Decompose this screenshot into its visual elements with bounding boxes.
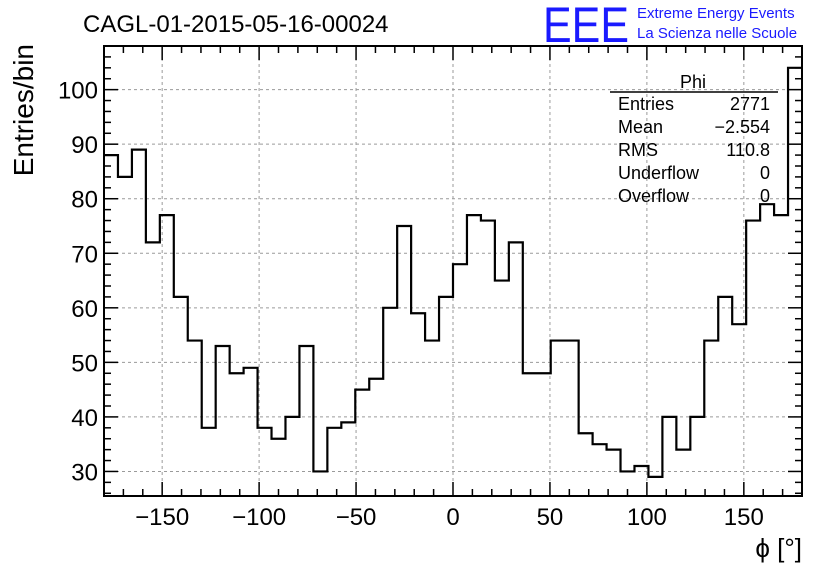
y-tick-label: 90 xyxy=(71,132,98,159)
logo-line-2: La Scienza nelle Scuole xyxy=(637,25,797,42)
stats-box: Phi Entries 2771 Mean −2.554 RMS 110.8 U… xyxy=(610,72,778,206)
y-tick-label: 70 xyxy=(71,241,98,268)
stats-label-mean: Mean xyxy=(618,117,663,137)
stats-label-entries: Entries xyxy=(618,94,674,114)
y-tick-label: 50 xyxy=(71,350,98,377)
stats-value-underflow: 0 xyxy=(760,163,770,183)
stats-header: Phi xyxy=(680,72,706,92)
y-tick-label: 100 xyxy=(58,78,98,105)
histogram-series-line xyxy=(104,66,802,479)
eee-logo-mark: EEE xyxy=(543,0,629,53)
x-tick-label: −150 xyxy=(135,504,189,531)
stats-value-overflow: 0 xyxy=(760,186,770,206)
stats-label-rms: RMS xyxy=(618,140,658,160)
y-tick-label: 60 xyxy=(71,296,98,323)
y-tick-label: 30 xyxy=(71,459,98,486)
x-tick-label: 100 xyxy=(627,504,667,531)
stats-value-entries: 2771 xyxy=(730,94,770,114)
x-tick-label: −100 xyxy=(232,504,286,531)
x-tick-label: 0 xyxy=(446,504,459,531)
stats-value-mean: −2.554 xyxy=(714,117,770,137)
stats-value-rms: 110.8 xyxy=(726,140,770,160)
logo-line-1: Extreme Energy Events xyxy=(637,5,795,22)
y-axis-label: Entries/bin xyxy=(8,44,39,176)
x-tick-label: −50 xyxy=(336,504,377,531)
stats-label-underflow: Underflow xyxy=(618,163,700,183)
chart-title: CAGL-01-2015-05-16-00024 xyxy=(83,11,389,38)
stats-label-overflow: Overflow xyxy=(618,186,690,206)
x-axis-label: ϕ [°] xyxy=(755,533,802,563)
grid-lines xyxy=(104,46,802,496)
y-tick-label: 80 xyxy=(71,187,98,214)
x-axis-ticks: −150 −100 −50 0 50 100 150 xyxy=(122,46,784,531)
x-tick-label: 150 xyxy=(724,504,764,531)
x-tick-label: 50 xyxy=(537,504,564,531)
y-tick-label: 40 xyxy=(71,405,98,432)
y-axis-ticks: 30 40 50 60 70 80 90 100 xyxy=(58,56,802,495)
